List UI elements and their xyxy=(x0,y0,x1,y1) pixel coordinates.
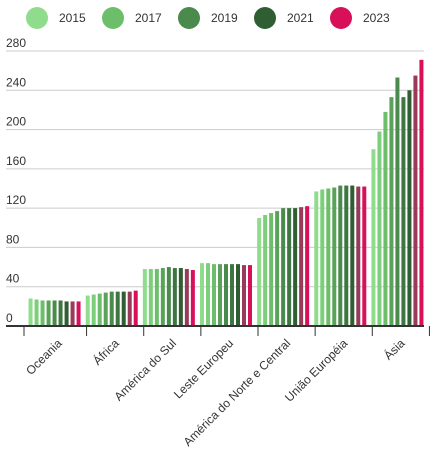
bar-2023[interactable] xyxy=(362,186,367,326)
legend-label: 2021 xyxy=(287,11,314,25)
bar-2015[interactable] xyxy=(200,263,204,326)
bar-2019[interactable] xyxy=(224,264,228,326)
legend-item-2015[interactable]: 2015 xyxy=(26,7,86,29)
bar-2022[interactable] xyxy=(70,301,75,326)
bar-2018[interactable] xyxy=(103,292,108,326)
category-label: América do Sul xyxy=(112,336,179,403)
bar-2019[interactable] xyxy=(52,300,57,326)
bar-2021[interactable] xyxy=(407,90,412,327)
bar-2017[interactable] xyxy=(326,188,331,327)
bar-2019[interactable] xyxy=(109,291,114,326)
bar-2023[interactable] xyxy=(305,206,310,326)
bar-2020[interactable] xyxy=(115,291,120,326)
bar-2015[interactable] xyxy=(314,191,319,326)
y-tick-label: 160 xyxy=(6,154,26,168)
bar-2023[interactable] xyxy=(76,301,81,326)
bar-2021[interactable] xyxy=(293,208,298,326)
legend-item-2019[interactable]: 2019 xyxy=(178,7,238,29)
bar-2017[interactable] xyxy=(97,293,102,326)
bar-2023[interactable] xyxy=(190,270,195,326)
y-tick-label: 200 xyxy=(6,115,26,129)
bar-2020[interactable] xyxy=(287,208,292,326)
bar-2021[interactable] xyxy=(121,291,126,326)
legend-swatch xyxy=(178,7,200,29)
bar-2022[interactable] xyxy=(127,291,132,326)
bar-2016[interactable] xyxy=(377,131,382,326)
bar-2020[interactable] xyxy=(344,185,349,326)
bar-2015[interactable] xyxy=(257,217,262,326)
legend-item-2017[interactable]: 2017 xyxy=(102,7,162,29)
bar-2016[interactable] xyxy=(34,299,39,326)
bar-2019[interactable] xyxy=(395,77,400,327)
y-tick-label: 120 xyxy=(6,193,26,207)
legend-item-2021[interactable]: 2021 xyxy=(254,7,314,29)
bar-2018[interactable] xyxy=(275,211,280,326)
y-tick-label: 40 xyxy=(6,272,20,286)
legend-swatch xyxy=(330,7,352,29)
legend-label: 2019 xyxy=(211,11,238,25)
bar-2016[interactable] xyxy=(320,189,325,326)
y-tick-label: 280 xyxy=(6,36,26,50)
legend-swatch xyxy=(26,7,48,29)
bar-2021[interactable] xyxy=(64,301,69,326)
bar-2017[interactable] xyxy=(383,111,388,327)
bar-2018[interactable] xyxy=(332,187,337,326)
chart-legend: 2015 2017 2019 2021 2023 xyxy=(0,0,437,36)
bar-2020[interactable] xyxy=(230,264,234,326)
category-label: África xyxy=(90,335,123,368)
legend-swatch xyxy=(102,7,124,29)
bar-2022[interactable] xyxy=(242,265,246,326)
bar-2015[interactable] xyxy=(28,298,33,327)
bar-2020[interactable] xyxy=(172,268,177,326)
bar-2016[interactable] xyxy=(148,269,153,326)
category-label: América do Norte e Central xyxy=(181,336,294,449)
bar-2019[interactable] xyxy=(166,267,171,326)
bar-2021[interactable] xyxy=(178,268,183,326)
bar-2022[interactable] xyxy=(184,269,189,326)
bar-2017[interactable] xyxy=(40,300,45,326)
bar-2018[interactable] xyxy=(160,268,165,326)
bar-2017[interactable] xyxy=(212,264,216,326)
category-label: Ásia xyxy=(380,335,407,362)
bar-2019[interactable] xyxy=(281,208,286,326)
bar-2020[interactable] xyxy=(58,300,63,326)
legend-label: 2015 xyxy=(59,11,86,25)
category-label: Oceania xyxy=(23,336,65,378)
bar-2015[interactable] xyxy=(85,295,90,326)
y-tick-label: 240 xyxy=(6,75,26,89)
bar-2023[interactable] xyxy=(133,290,138,326)
bar-2021[interactable] xyxy=(236,264,240,326)
y-tick-label: 0 xyxy=(6,311,13,325)
bar-2022[interactable] xyxy=(413,75,418,326)
bar-2018[interactable] xyxy=(389,97,394,327)
category-label: Leste Europeu xyxy=(171,336,236,401)
bar-2016[interactable] xyxy=(263,215,268,326)
legend-item-2023[interactable]: 2023 xyxy=(330,7,390,29)
bar-2021[interactable] xyxy=(350,185,355,326)
bar-2019[interactable] xyxy=(338,185,343,326)
bar-2023[interactable] xyxy=(419,59,424,326)
bar-2016[interactable] xyxy=(91,294,96,326)
bar-2020[interactable] xyxy=(401,97,406,327)
bar-2022[interactable] xyxy=(299,207,304,326)
bar-2023[interactable] xyxy=(248,265,252,326)
legend-label: 2017 xyxy=(135,11,162,25)
y-tick-label: 80 xyxy=(6,232,20,246)
bar-2017[interactable] xyxy=(154,269,159,326)
bar-2022[interactable] xyxy=(356,186,361,326)
bar-2015[interactable] xyxy=(142,269,147,326)
bar-2016[interactable] xyxy=(206,263,210,326)
bar-2018[interactable] xyxy=(218,264,222,326)
legend-label: 2023 xyxy=(363,11,390,25)
legend-swatch xyxy=(254,7,276,29)
bar-2017[interactable] xyxy=(269,213,274,326)
bar-2018[interactable] xyxy=(46,300,51,326)
bar-2015[interactable] xyxy=(371,149,376,326)
